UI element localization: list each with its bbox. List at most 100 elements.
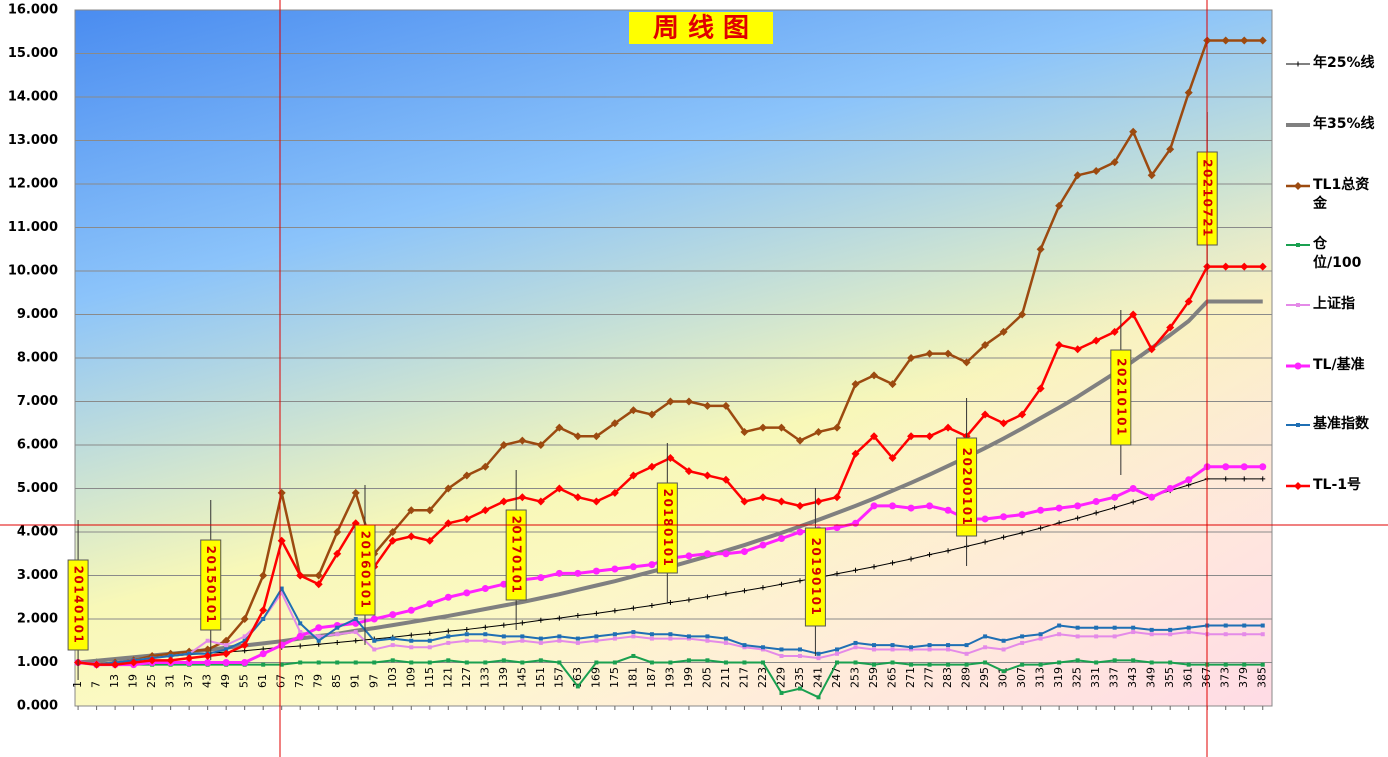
point — [483, 632, 488, 637]
point — [760, 647, 765, 652]
point — [1001, 534, 1007, 540]
x-tick-label: 241 — [811, 667, 824, 688]
x-tick-label: 337 — [1108, 667, 1121, 688]
point — [594, 638, 599, 643]
point — [666, 454, 675, 463]
x-tick-label: 127 — [460, 667, 473, 688]
x-tick-label: 361 — [1182, 667, 1195, 688]
point — [611, 565, 619, 573]
x-tick-label: 187 — [645, 667, 658, 688]
point — [353, 660, 358, 665]
point — [353, 617, 358, 621]
point — [446, 634, 451, 639]
point — [298, 630, 303, 635]
point — [835, 660, 840, 665]
point — [946, 647, 951, 652]
x-tick-label: 25 — [145, 674, 158, 688]
y-tick-label: 14.000 — [8, 90, 58, 105]
point — [704, 594, 710, 600]
point — [797, 653, 802, 658]
point — [610, 488, 619, 497]
annotation-box — [200, 539, 222, 631]
point — [298, 660, 303, 665]
x-tick-label: 157 — [552, 667, 565, 688]
point — [1166, 485, 1174, 492]
point — [1147, 171, 1156, 180]
point — [1260, 632, 1265, 637]
point — [1075, 634, 1080, 639]
point — [1241, 476, 1247, 482]
point — [666, 397, 675, 406]
point — [1074, 502, 1082, 510]
point — [1168, 632, 1173, 637]
point — [316, 660, 321, 665]
point — [927, 552, 933, 558]
point — [1296, 423, 1300, 427]
point — [853, 645, 858, 650]
point — [612, 636, 617, 641]
point — [1168, 627, 1173, 632]
x-tick-label: 379 — [1237, 667, 1250, 688]
point — [185, 654, 194, 663]
point — [592, 497, 601, 506]
point — [1038, 632, 1043, 637]
point — [1147, 345, 1156, 354]
point — [556, 615, 562, 621]
point — [1094, 634, 1099, 639]
point — [1018, 310, 1027, 319]
point — [409, 645, 414, 650]
point — [1112, 505, 1118, 511]
point — [482, 624, 488, 630]
point — [705, 634, 710, 639]
point — [501, 622, 507, 628]
point — [1020, 634, 1025, 639]
point — [1055, 340, 1064, 349]
chart-title: 周 线 图 — [653, 14, 749, 44]
point — [983, 645, 988, 650]
point — [630, 605, 636, 611]
point — [703, 550, 711, 558]
point — [501, 634, 506, 639]
point — [1018, 511, 1026, 519]
point — [168, 653, 173, 658]
point — [316, 638, 321, 643]
point — [742, 643, 747, 648]
point — [612, 608, 618, 614]
point — [222, 649, 231, 658]
point — [610, 419, 619, 428]
point — [1221, 36, 1230, 45]
point — [742, 645, 747, 650]
annotation-label: 20170101 — [510, 516, 524, 595]
point — [1000, 513, 1008, 521]
point — [279, 662, 284, 667]
y-tick-label: 0.000 — [17, 699, 58, 714]
point — [760, 660, 765, 665]
point — [927, 643, 932, 648]
legend-label: TL-1号 — [1313, 477, 1362, 493]
point — [427, 645, 432, 650]
x-tick-label: 211 — [719, 667, 732, 688]
point — [187, 651, 192, 656]
point — [259, 571, 268, 580]
point — [740, 497, 749, 506]
point — [853, 660, 858, 665]
x-tick-label: 235 — [793, 667, 806, 688]
point — [779, 653, 784, 658]
point — [148, 656, 157, 665]
point — [224, 647, 229, 652]
x-tick-label: 277 — [923, 667, 936, 688]
x-tick-label: 355 — [1163, 667, 1176, 688]
x-tick-label: 373 — [1219, 667, 1232, 688]
point — [1094, 660, 1099, 665]
point — [835, 647, 840, 652]
point — [631, 630, 636, 635]
point — [890, 560, 896, 566]
point — [795, 436, 804, 445]
point — [668, 660, 673, 665]
point — [684, 467, 693, 476]
x-tick-label: 79 — [312, 674, 325, 688]
point — [909, 645, 914, 650]
point — [888, 454, 897, 463]
point — [575, 636, 580, 641]
point — [203, 645, 212, 654]
